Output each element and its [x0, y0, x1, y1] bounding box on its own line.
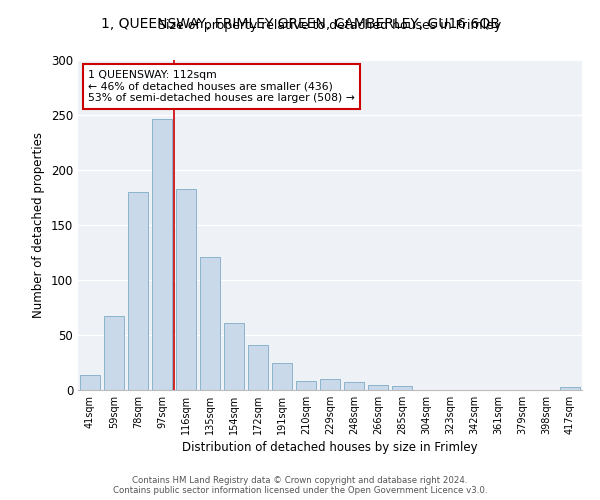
Title: Size of property relative to detached houses in Frimley: Size of property relative to detached ho…	[158, 20, 502, 32]
Bar	[320, 379, 340, 390]
Bar	[248, 345, 268, 390]
Y-axis label: Number of detached properties: Number of detached properties	[32, 132, 46, 318]
Bar	[344, 382, 364, 390]
Bar	[80, 374, 100, 390]
Bar	[392, 386, 412, 390]
Text: 1, QUEENSWAY, FRIMLEY GREEN, CAMBERLEY, GU16 6QB: 1, QUEENSWAY, FRIMLEY GREEN, CAMBERLEY, …	[101, 18, 499, 32]
Bar	[272, 362, 292, 390]
Bar	[296, 381, 316, 390]
Bar	[224, 323, 244, 390]
Bar	[152, 120, 172, 390]
X-axis label: Distribution of detached houses by size in Frimley: Distribution of detached houses by size …	[182, 441, 478, 454]
Bar	[560, 386, 580, 390]
Bar	[176, 188, 196, 390]
Text: 1 QUEENSWAY: 112sqm
← 46% of detached houses are smaller (436)
53% of semi-detac: 1 QUEENSWAY: 112sqm ← 46% of detached ho…	[88, 70, 355, 103]
Text: Contains HM Land Registry data © Crown copyright and database right 2024.
Contai: Contains HM Land Registry data © Crown c…	[113, 476, 487, 495]
Bar	[104, 316, 124, 390]
Bar	[200, 257, 220, 390]
Bar	[368, 384, 388, 390]
Bar	[128, 192, 148, 390]
